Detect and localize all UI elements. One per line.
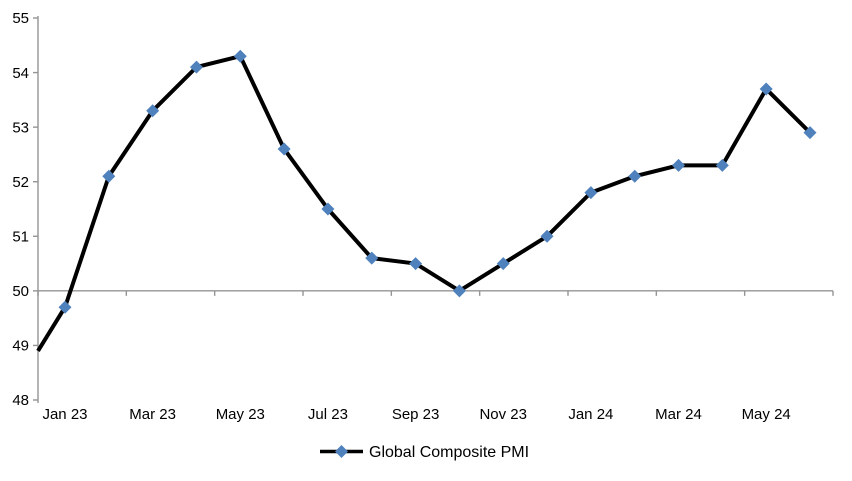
- y-axis-tick-label: 54: [12, 65, 29, 82]
- series-layer: [36, 49, 817, 352]
- y-axis-tick-label: 48: [12, 392, 29, 409]
- y-axis-tick-label: 55: [12, 10, 29, 27]
- y-axis-tick-label: 52: [12, 174, 29, 191]
- data-point-marker: [146, 104, 160, 118]
- data-point-marker: [628, 169, 642, 183]
- legend-diamond-marker-icon: [335, 445, 348, 458]
- data-point-marker: [496, 257, 510, 271]
- x-axis-tick-label: Nov 23: [479, 406, 527, 423]
- x-axis-tick-label: Jan 23: [42, 406, 87, 423]
- legend-label: Global Composite PMI: [369, 444, 529, 461]
- data-point-marker: [409, 257, 423, 271]
- data-point-marker: [102, 169, 116, 183]
- data-point-marker: [803, 126, 817, 140]
- data-point-marker: [189, 60, 203, 74]
- data-point-marker: [584, 186, 598, 200]
- x-axis-tick-label: May 23: [216, 406, 265, 423]
- data-point-marker: [759, 82, 773, 96]
- chart-legend: Global Composite PMI: [320, 444, 529, 461]
- x-axis-tick-label: May 24: [742, 406, 791, 423]
- data-point-marker: [233, 49, 247, 63]
- data-point-marker: [715, 158, 729, 172]
- x-axis-tick-label: Mar 23: [129, 406, 176, 423]
- data-point-marker: [321, 202, 335, 216]
- y-axis-tick-label: 51: [12, 228, 29, 245]
- data-point-marker: [365, 251, 379, 265]
- x-axis-tick-label: Jul 23: [308, 406, 348, 423]
- data-point-marker: [540, 229, 554, 243]
- pmi-series-line: [36, 54, 812, 352]
- y-axis-tick-label: 53: [12, 119, 29, 136]
- x-axis-tick-label: Jan 24: [568, 406, 613, 423]
- x-axis-tick-label: Mar 24: [655, 406, 702, 423]
- data-point-marker: [672, 158, 686, 172]
- x-axis-tick-label: Sep 23: [392, 406, 440, 423]
- y-axis-tick-label: 50: [12, 283, 29, 300]
- data-point-marker: [277, 142, 291, 156]
- data-point-marker: [452, 284, 466, 298]
- data-point-marker: [58, 300, 72, 314]
- y-axis-tick-label: 49: [12, 338, 29, 355]
- axes-layer: 48 49 50 51 52 53 54 55 Jan 23 Mar 23 May 23 Jul 23…: [12, 10, 834, 423]
